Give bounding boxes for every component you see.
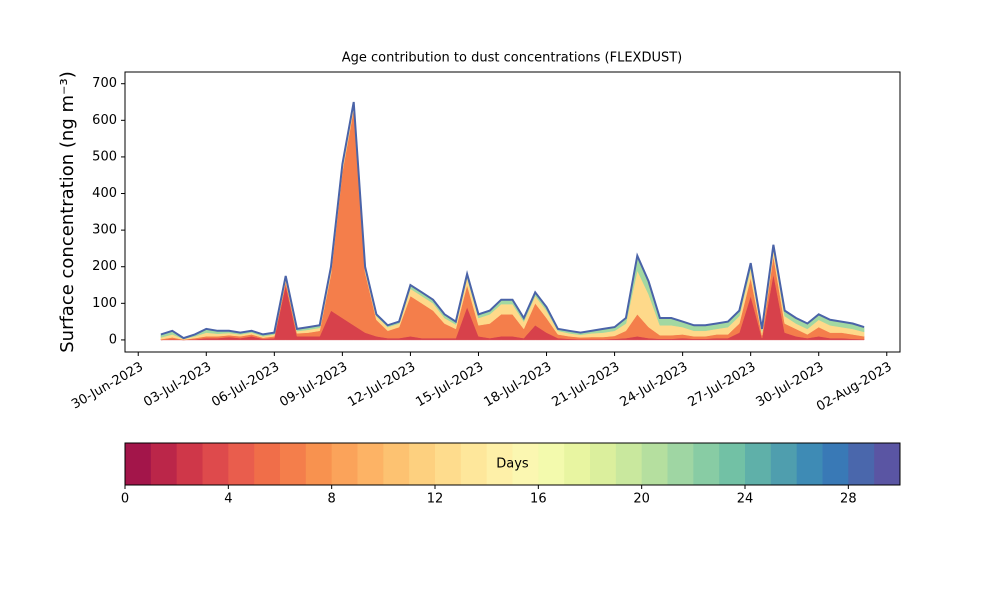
colorbar-swatch [848,443,875,485]
colorbar-swatch [254,443,281,485]
x-tick-label: 30-Jun-2023 [69,360,146,413]
colorbar-swatch [280,443,307,485]
x-tick-label: 18-Jul-2023 [481,360,554,411]
colorbar-swatch [176,443,203,485]
y-axis-label: Surface concentration (ng m⁻³) [57,71,78,353]
y-tick-label: 400 [92,186,117,201]
colorbar-swatch [357,443,384,485]
colorbar-tick-label: 0 [121,492,129,507]
colorbar-swatch [202,443,229,485]
y-tick-label: 100 [92,296,117,311]
stacked-area [160,101,865,340]
colorbar-swatch [615,443,643,485]
y-tick-label: 0 [109,332,117,347]
y-tick-label: 300 [92,223,117,238]
colorbar-swatch [538,443,565,485]
colorbar-swatch [822,443,849,485]
colorbar-label: Days [496,457,529,472]
colorbar-swatch [693,443,720,485]
colorbar-swatch [228,443,255,485]
colorbar-swatch [486,443,513,485]
y-tick-label: 200 [92,259,117,274]
x-tick-label: 03-Jul-2023 [141,360,214,411]
colorbar-swatch [770,443,798,485]
colorbar-tick-label: 8 [328,492,336,507]
colorbar-swatch [719,443,746,485]
colorbar-tick-label: 28 [840,492,857,507]
colorbar-swatch [564,443,591,485]
colorbar-swatch [667,443,694,485]
x-tick-label: 24-Jul-2023 [618,360,691,411]
colorbar-swatch [305,443,333,485]
colorbar-swatch [874,443,901,485]
y-tick-label: 500 [92,149,117,164]
colorbar-tick-label: 4 [224,492,232,507]
colorbar-tick-label: 16 [530,492,547,507]
colorbar-swatch [383,443,410,485]
colorbar-swatch [409,443,436,485]
x-tick-label: 06-Jul-2023 [209,360,282,411]
y-tick-label: 700 [92,76,117,91]
colorbar-swatch [150,443,178,485]
colorbar-swatch [125,443,152,485]
colorbar-tick-label: 24 [737,492,754,507]
colorbar-swatch [331,443,358,485]
colorbar-swatch [460,443,488,485]
colorbar-tick-label: 12 [427,492,444,507]
colorbar-swatch [641,443,668,485]
plot-frame [124,71,901,353]
x-tick-label: 02-Aug-2023 [814,360,894,415]
y-tick-label: 600 [92,113,117,128]
colorbar-tick-label: 20 [633,492,650,507]
x-tick-label: 09-Jul-2023 [277,360,350,411]
x-tick-label: 15-Jul-2023 [413,360,486,411]
x-tick-label: 27-Jul-2023 [686,360,759,411]
colorbar-swatch [435,443,462,485]
x-tick-label: 21-Jul-2023 [550,360,623,411]
colorbar-swatch [590,443,617,485]
area-top-edge [160,101,865,340]
colorbar-swatch [796,443,823,485]
colorbar-swatch [745,443,772,485]
x-tick-label: 12-Jul-2023 [345,360,418,411]
colorbar-swatch [512,443,539,485]
chart-title: Age contribution to dust concentrations … [342,51,683,66]
colorbar-frame [124,442,901,486]
